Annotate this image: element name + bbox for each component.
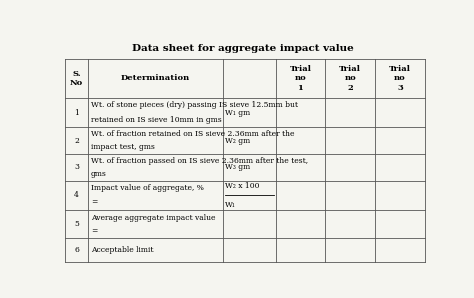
Text: gms: gms <box>91 170 107 178</box>
Text: W₁ gm: W₁ gm <box>225 108 250 117</box>
Text: impact test, gms: impact test, gms <box>91 143 155 151</box>
Text: W₂ gm: W₂ gm <box>225 137 250 145</box>
Text: 2: 2 <box>74 137 79 145</box>
Text: Wt. of fraction passed on IS sieve 2.36mm after the test,: Wt. of fraction passed on IS sieve 2.36m… <box>91 157 308 165</box>
Text: W₃ gm: W₃ gm <box>225 163 250 171</box>
Text: =: = <box>91 227 98 235</box>
Text: Wt. of fraction retained on IS sieve 2.36mm after the: Wt. of fraction retained on IS sieve 2.3… <box>91 130 295 138</box>
Text: Trial
no
1: Trial no 1 <box>290 65 311 92</box>
Text: 6: 6 <box>74 246 79 254</box>
Text: retained on IS sieve 10mm in gms: retained on IS sieve 10mm in gms <box>91 116 222 124</box>
Text: 4: 4 <box>74 191 79 199</box>
Text: W₁: W₁ <box>225 201 236 209</box>
Text: Wt. of stone pieces (dry) passing IS sieve 12.5mm but: Wt. of stone pieces (dry) passing IS sie… <box>91 102 298 109</box>
Text: S.
No: S. No <box>70 70 83 87</box>
Text: 1: 1 <box>74 108 79 117</box>
Text: Data sheet for aggregate impact value: Data sheet for aggregate impact value <box>132 44 354 53</box>
Text: W₂ x 100: W₂ x 100 <box>225 182 260 190</box>
Text: 5: 5 <box>74 220 79 228</box>
Text: Average aggregate impact value: Average aggregate impact value <box>91 214 216 221</box>
Text: 3: 3 <box>74 163 79 171</box>
Text: =: = <box>91 198 98 207</box>
Text: Determination: Determination <box>121 74 191 82</box>
Text: Trial
no
2: Trial no 2 <box>339 65 361 92</box>
Text: Acceptable limit: Acceptable limit <box>91 246 154 254</box>
Text: Trial
no
3: Trial no 3 <box>389 65 411 92</box>
Text: Impact value of aggregate, %: Impact value of aggregate, % <box>91 184 204 192</box>
